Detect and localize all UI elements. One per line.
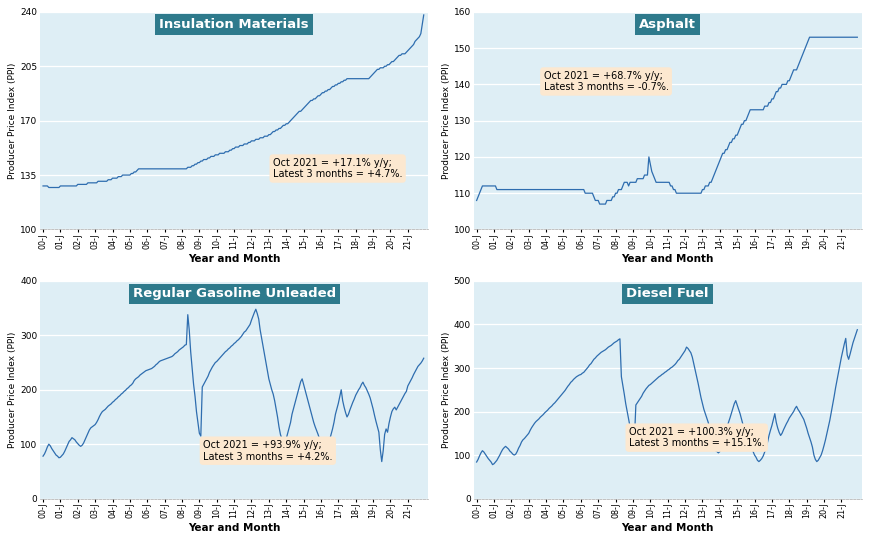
- X-axis label: Year and Month: Year and Month: [620, 523, 713, 533]
- Y-axis label: Producer Price Index (PPI): Producer Price Index (PPI): [441, 332, 450, 448]
- Text: Insulation Materials: Insulation Materials: [159, 18, 308, 31]
- Text: Regular Gasoline Unleaded: Regular Gasoline Unleaded: [132, 287, 335, 300]
- Text: Oct 2021 = +68.7% y/y;
Latest 3 months = -0.7%.: Oct 2021 = +68.7% y/y; Latest 3 months =…: [543, 71, 667, 93]
- Text: Oct 2021 = +100.3% y/y;
Latest 3 months = +15.1%.: Oct 2021 = +100.3% y/y; Latest 3 months …: [628, 427, 764, 448]
- Text: Oct 2021 = +17.1% y/y;
Latest 3 months = +4.7%.: Oct 2021 = +17.1% y/y; Latest 3 months =…: [273, 158, 402, 179]
- X-axis label: Year and Month: Year and Month: [188, 254, 280, 263]
- Text: Diesel Fuel: Diesel Fuel: [626, 287, 708, 300]
- X-axis label: Year and Month: Year and Month: [188, 523, 280, 533]
- Text: Oct 2021 = +93.9% y/y;
Latest 3 months = +4.2%.: Oct 2021 = +93.9% y/y; Latest 3 months =…: [202, 440, 332, 461]
- Y-axis label: Producer Price Index (PPI): Producer Price Index (PPI): [9, 332, 17, 448]
- X-axis label: Year and Month: Year and Month: [620, 254, 713, 263]
- Text: Asphalt: Asphalt: [639, 18, 695, 31]
- Y-axis label: Producer Price Index (PPI): Producer Price Index (PPI): [9, 62, 17, 179]
- Y-axis label: Producer Price Index (PPI): Producer Price Index (PPI): [441, 62, 450, 179]
